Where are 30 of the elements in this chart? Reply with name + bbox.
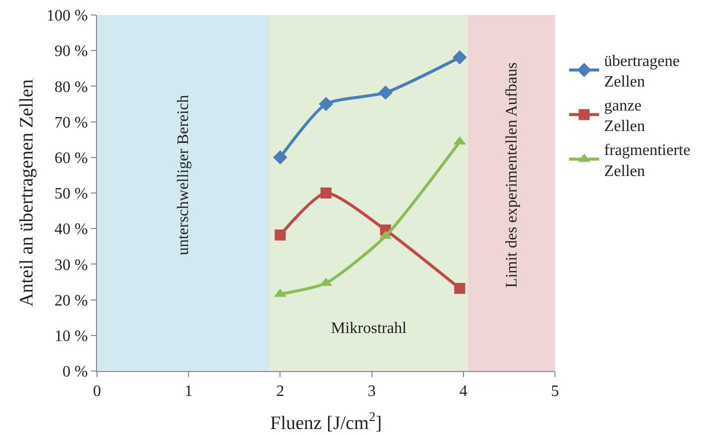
point xyxy=(452,50,467,65)
y-tick-label: 100 % xyxy=(46,8,88,25)
point xyxy=(378,85,393,100)
band-label: Limit des experimentellen Aufbaus xyxy=(503,62,520,288)
point xyxy=(274,230,286,241)
y-tick-label: 30 % xyxy=(54,256,88,274)
y-tick-label: 50 % xyxy=(54,186,88,203)
y-tick-label: 80 % xyxy=(54,78,88,96)
y-tick-label: 40 % xyxy=(54,221,88,238)
legend-label: fragmentierte Zellen xyxy=(604,142,690,180)
y-tick-label: 60 % xyxy=(54,150,88,167)
point xyxy=(454,282,466,294)
x-tick-label: 3 xyxy=(368,383,376,400)
point xyxy=(320,188,332,198)
y-tick-label: 20 % xyxy=(54,292,88,310)
point xyxy=(318,96,334,112)
x-tick-label: 4 xyxy=(459,383,468,400)
band-label: unterschwelliger Bereich xyxy=(174,94,192,256)
x-tick-label: 2 xyxy=(276,383,284,400)
x-tick-label: 1 xyxy=(184,383,193,400)
y-tick-label: 10 % xyxy=(54,328,88,345)
point xyxy=(273,150,288,165)
y-tick-label: 90 % xyxy=(54,43,88,60)
y-tick-label: 70 % xyxy=(54,114,88,132)
y-tick-label: 0 % xyxy=(62,364,88,381)
x-tick-label: 0 xyxy=(93,383,101,400)
y-axis-title: Anteil an übertragenen Zellen xyxy=(16,78,38,307)
x-axis-title: Fluenz [J/cm$^{2}$] xyxy=(270,409,382,434)
x-tick-label: 5 xyxy=(551,383,559,400)
band-label: Mikrostrahl xyxy=(331,320,408,337)
